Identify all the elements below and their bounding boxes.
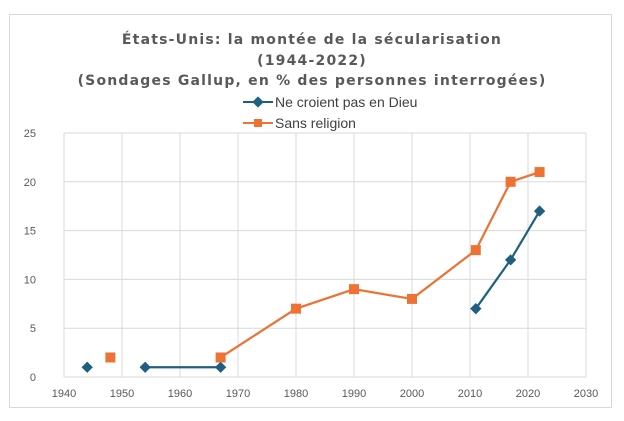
x-tick-label: 1980 xyxy=(284,388,308,400)
legend-item-ne-croient: Ne croient pas en Dieu xyxy=(243,94,417,110)
legend-square-marker-icon xyxy=(243,116,273,130)
y-tick-label: 10 xyxy=(24,274,36,286)
legend-label-sans-religion: Sans religion xyxy=(275,115,356,131)
x-tick-label: 1950 xyxy=(110,388,134,400)
y-tick-label: 0 xyxy=(30,372,36,384)
chart-frame xyxy=(9,14,612,408)
x-tick-label: 1960 xyxy=(168,388,192,400)
data-point-diamond xyxy=(139,361,151,373)
y-tick-label: 25 xyxy=(24,128,36,140)
data-point-diamond xyxy=(214,361,227,373)
data-point-diamond xyxy=(504,254,517,266)
y-tick-label: 20 xyxy=(24,177,36,189)
data-point-square xyxy=(505,176,516,187)
data-point-square xyxy=(349,284,359,295)
series-line-1 xyxy=(220,170,540,359)
data-point-square xyxy=(215,352,226,363)
legend-label-ne-croient: Ne croient pas en Dieu xyxy=(275,94,418,110)
data-point-diamond xyxy=(533,205,546,217)
data-point-square xyxy=(105,352,116,363)
chart-subtitle: (Sondages Gallup, en % des personnes int… xyxy=(77,73,547,89)
data-point-diamond xyxy=(470,303,482,315)
y-tick-label: 5 xyxy=(30,323,36,335)
data-point-square xyxy=(407,293,417,304)
x-tick-label: 1970 xyxy=(226,388,250,400)
data-point-square xyxy=(291,303,301,314)
chart-title: États-Unis: la montée de la sécularisati… xyxy=(121,32,503,48)
x-tick-label: 2020 xyxy=(516,388,540,400)
x-tick-label: 1990 xyxy=(342,388,366,400)
x-tick-label: 2000 xyxy=(400,388,424,400)
legend-diamond-marker-icon xyxy=(243,95,273,109)
y-tick-label: 15 xyxy=(24,226,36,238)
data-point-square xyxy=(470,245,481,256)
legend-item-sans-religion: Sans religion xyxy=(243,115,356,131)
chart-title-years: (1944-2022) xyxy=(257,53,367,69)
x-tick-label: 1940 xyxy=(52,388,76,400)
x-tick-label: 2030 xyxy=(574,388,598,400)
x-tick-label: 2010 xyxy=(458,388,482,400)
data-point-diamond xyxy=(81,361,93,373)
data-point-square xyxy=(534,167,545,178)
